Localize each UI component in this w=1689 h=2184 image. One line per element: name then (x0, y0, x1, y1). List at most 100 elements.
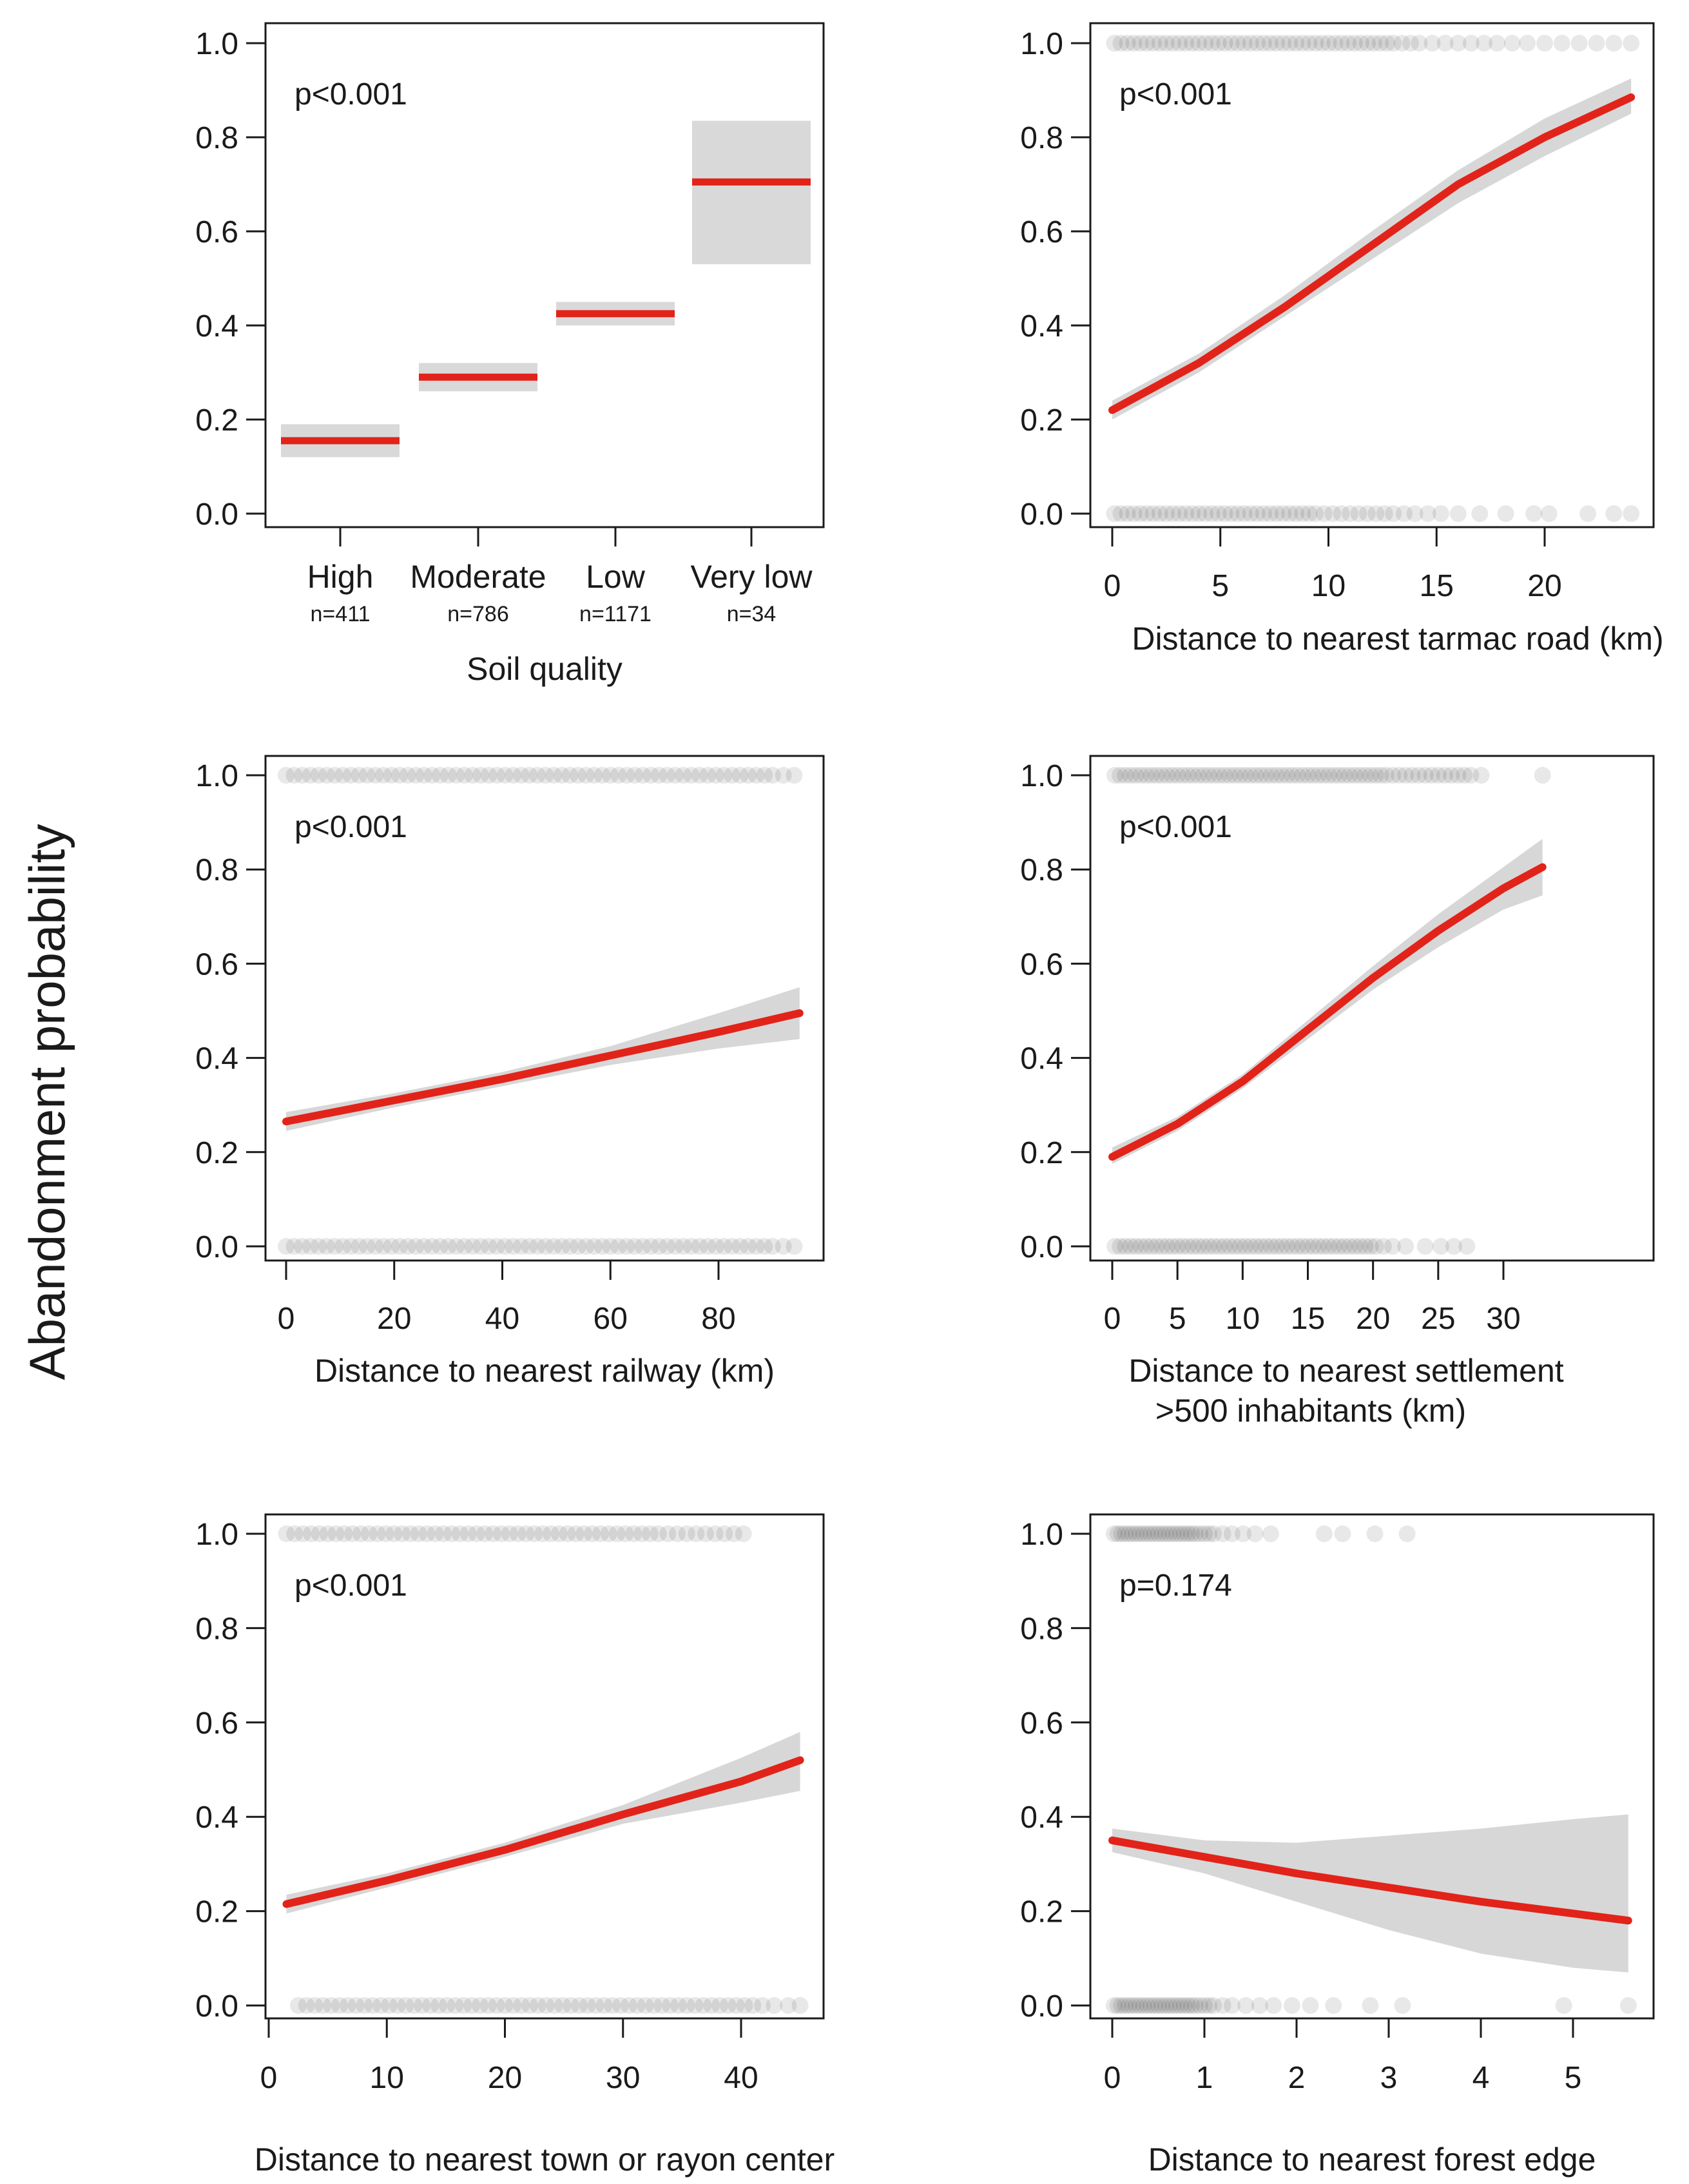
data-point (405, 1997, 423, 2014)
data-point (553, 1238, 570, 1255)
data-point (439, 1238, 457, 1255)
fitted-line (1108, 93, 1636, 414)
data-point (1106, 505, 1123, 522)
points-abandoned (1106, 35, 1640, 52)
category-count: n=34 (727, 602, 777, 626)
y-tick-label: 0.0 (195, 1230, 238, 1264)
data-point (1247, 767, 1264, 784)
data-point (1284, 767, 1301, 784)
data-point (602, 1238, 619, 1255)
points-not-abandoned (289, 1997, 809, 2014)
data-point (383, 767, 400, 784)
data-point (594, 767, 611, 784)
data-point (1146, 1997, 1163, 2014)
data-point (1120, 1997, 1137, 2014)
data-point (1174, 1238, 1192, 1255)
data-point (653, 1997, 671, 2014)
y-tick-label: 0.0 (1020, 1989, 1063, 2024)
data-point (748, 1238, 765, 1255)
data-point (731, 1238, 749, 1255)
data-point (1462, 35, 1480, 52)
y-tick-label: 0.4 (1020, 309, 1063, 343)
data-point (1182, 1525, 1200, 1542)
data-point (1503, 35, 1521, 52)
data-point (1203, 35, 1221, 52)
data-point (1246, 1525, 1264, 1542)
data-point (505, 767, 522, 784)
data-point (1294, 505, 1311, 522)
data-point (1190, 505, 1208, 522)
data-point (1216, 1238, 1233, 1255)
plot-frame (1089, 1513, 1655, 2020)
data-point (1294, 767, 1311, 784)
data-point (369, 1525, 386, 1542)
data-point (659, 1525, 677, 1542)
x-axis-label-line2: >500 inhabitants (km) (1155, 1393, 1466, 1429)
data-point (620, 1997, 637, 2014)
data-point (1175, 1997, 1193, 2014)
data-point (423, 1238, 441, 1255)
data-point (1333, 35, 1350, 52)
data-point (1449, 35, 1467, 52)
data-point (521, 1997, 538, 2014)
data-point (744, 1997, 762, 2014)
x-category-label: Low (586, 559, 646, 595)
data-point (1138, 35, 1155, 52)
data-point (600, 1525, 617, 1542)
p-value-label: p<0.001 (294, 77, 407, 111)
data-point (1346, 35, 1363, 52)
data-point (1268, 35, 1285, 52)
data-point (455, 1997, 472, 2014)
x-category-label: Moderate (410, 559, 546, 595)
data-point (683, 1238, 700, 1255)
points-not-abandoned (1106, 1238, 1476, 1255)
data-point (517, 1525, 535, 1542)
data-point (1164, 35, 1181, 52)
data-point (1299, 1238, 1317, 1255)
data-point (1331, 767, 1348, 784)
data-point (1588, 35, 1605, 52)
data-point (1397, 767, 1414, 784)
data-point (675, 767, 692, 784)
data-point (459, 1525, 477, 1542)
data-point (1333, 505, 1350, 522)
data-point (1105, 1525, 1123, 1542)
x-tick-label: 30 (1486, 1302, 1520, 1336)
data-point (697, 1525, 715, 1542)
x-tick-label: 5 (1565, 2061, 1582, 2095)
data-point (1341, 1238, 1358, 1255)
data-point (1497, 505, 1514, 522)
y-tick-label: 0.2 (1020, 1136, 1063, 1170)
data-point (1436, 35, 1454, 52)
data-point (1406, 505, 1424, 522)
data-point (310, 767, 327, 784)
data-point (1171, 505, 1188, 522)
data-point (1203, 505, 1221, 522)
data-point (707, 767, 724, 784)
data-point (1182, 1997, 1200, 2014)
x-tick-label: 40 (724, 2061, 758, 2095)
fitted-line (1108, 1836, 1632, 1925)
data-point (1226, 767, 1244, 784)
data-point (1255, 35, 1272, 52)
data-point (286, 1525, 304, 1542)
data-point (715, 767, 733, 784)
data-point (1210, 767, 1228, 784)
data-point (1346, 767, 1364, 784)
data-point (1358, 35, 1376, 52)
points-not-abandoned (278, 1238, 803, 1255)
y-tick-label: 1.0 (1020, 759, 1063, 793)
data-point (448, 1238, 465, 1255)
data-point (1456, 767, 1473, 784)
confidence-band (286, 1732, 800, 1914)
data-point (1252, 767, 1269, 784)
data-point (463, 1997, 481, 2014)
data-point (367, 767, 384, 784)
data-point (1242, 767, 1259, 784)
data-point (1300, 35, 1318, 52)
data-point (1279, 767, 1296, 784)
data-point (448, 767, 465, 784)
data-point (748, 767, 765, 784)
data-point (1331, 1238, 1348, 1255)
data-point (666, 767, 684, 784)
